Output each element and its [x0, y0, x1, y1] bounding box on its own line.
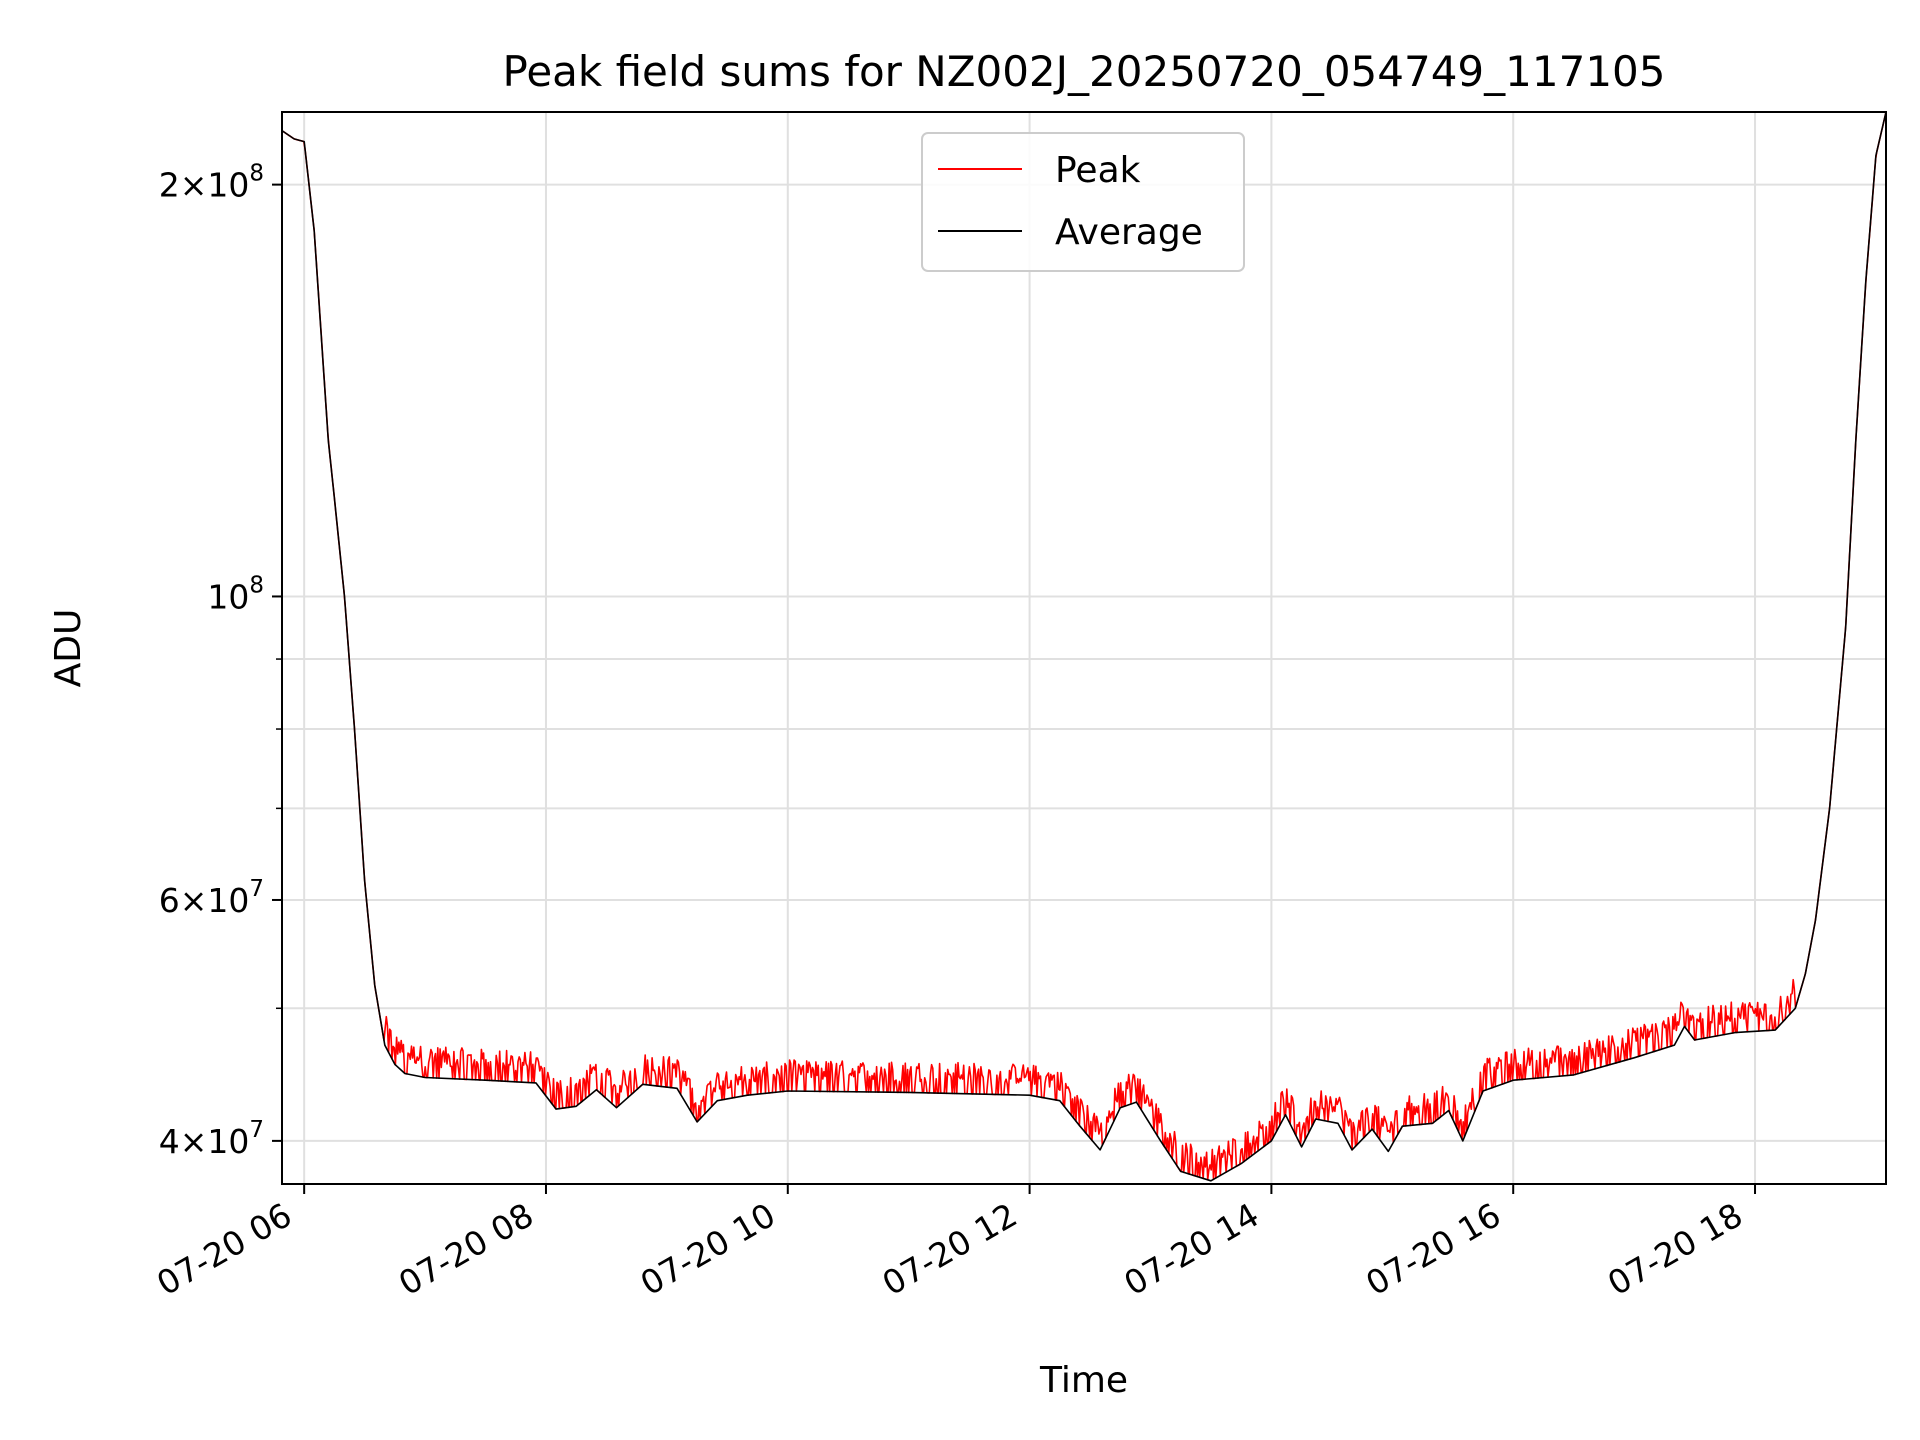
y-tick-times: ×	[180, 1122, 208, 1161]
series-line-average	[282, 112, 1886, 1182]
series-group	[282, 112, 1886, 1182]
plot-frame	[281, 111, 1887, 1185]
y-tick-label: 108	[207, 572, 264, 616]
y-tick-ten: 10	[207, 577, 249, 616]
y-axis-label: ADU	[48, 609, 89, 688]
legend-label-peak: Peak	[1055, 150, 1141, 191]
y-tick-exponent: 8	[249, 572, 264, 598]
y-tick-exponent: 7	[249, 876, 264, 902]
legend-label-average: Average	[1055, 212, 1203, 253]
series-line-peak	[282, 112, 1886, 1181]
y-tick-label: 6×107	[159, 876, 264, 920]
chart-title: Peak field sums for NZ002J_20250720_0547…	[503, 47, 1666, 96]
y-tick-exponent: 8	[249, 161, 264, 187]
y-tick-base: 6	[159, 881, 180, 920]
legend-box	[921, 132, 1245, 272]
y-tick-ten: 10	[207, 1122, 249, 1161]
y-tick-ten: 10	[207, 166, 249, 205]
legend: Peak Average	[921, 132, 1245, 272]
y-tick-ten: 10	[207, 881, 249, 920]
y-tick-exponent: 7	[249, 1117, 264, 1143]
y-tick-times: ×	[180, 166, 208, 205]
y-tick-base: 4	[159, 1122, 180, 1161]
y-tick-base: 2	[159, 166, 180, 205]
y-tick-label: 2×108	[159, 161, 264, 205]
y-tick-times: ×	[180, 881, 208, 920]
x-axis-label: Time	[1039, 1360, 1128, 1401]
y-tick-label: 4×107	[159, 1117, 264, 1161]
